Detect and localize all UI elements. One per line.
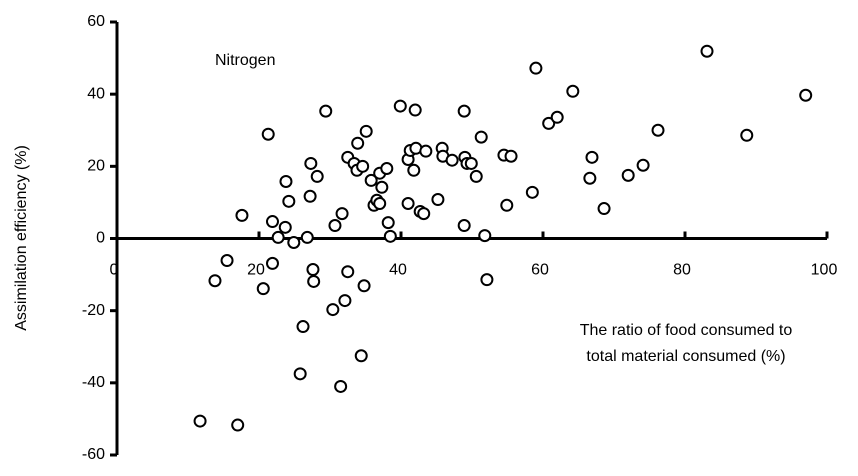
y-tick-label: 40 (87, 85, 105, 102)
point (256, 282, 270, 296)
point (326, 303, 340, 317)
point (464, 156, 478, 170)
point (480, 273, 494, 287)
point (265, 256, 279, 270)
y-tick-label: 20 (87, 158, 105, 175)
x-tick-label: 60 (531, 262, 549, 279)
point (208, 274, 222, 288)
point (504, 149, 518, 163)
y-tick-label: 0 (96, 230, 105, 247)
point (417, 207, 431, 221)
point (293, 367, 307, 381)
point (566, 84, 580, 98)
point (220, 254, 234, 268)
point (469, 169, 483, 183)
point (550, 110, 564, 124)
point (500, 198, 514, 212)
point (542, 116, 556, 130)
point (419, 144, 433, 158)
x-tick-label: 80 (673, 262, 691, 279)
y-tick-label: -40 (82, 374, 105, 391)
point (375, 180, 389, 194)
y-tick-label: -60 (82, 446, 105, 463)
point (306, 263, 320, 277)
point (478, 229, 492, 243)
point (356, 159, 370, 173)
point (364, 173, 378, 187)
point (383, 229, 397, 243)
point (282, 194, 296, 208)
point (393, 99, 407, 113)
point (445, 153, 459, 167)
point (740, 128, 754, 142)
point (287, 235, 301, 249)
point (357, 279, 371, 293)
x-tick-label: 0 (110, 262, 119, 279)
point (525, 185, 539, 199)
y-tick-label: 60 (87, 13, 105, 30)
point (300, 230, 314, 244)
point (307, 274, 321, 288)
annotation: Nitrogen (215, 52, 275, 69)
point (193, 414, 207, 428)
y-tick-label: -20 (82, 302, 105, 319)
point (431, 193, 445, 207)
point (359, 124, 373, 138)
point (373, 196, 387, 210)
point (529, 61, 543, 75)
point (474, 130, 488, 144)
point (351, 136, 365, 150)
point (621, 168, 635, 182)
x-tick-label: 40 (389, 262, 407, 279)
point (583, 171, 597, 185)
point (235, 208, 249, 222)
point (319, 104, 333, 118)
point (334, 379, 348, 393)
x-tick-label: 100 (811, 262, 838, 279)
point (408, 103, 422, 117)
point (381, 216, 395, 230)
point (335, 207, 349, 221)
point (271, 230, 285, 244)
point (261, 127, 275, 141)
point (338, 294, 352, 308)
point (328, 219, 342, 233)
x-tick-label: 20 (247, 262, 265, 279)
point (310, 169, 324, 183)
point (407, 163, 421, 177)
point (799, 88, 813, 102)
point (296, 320, 310, 334)
point (651, 123, 665, 137)
point (304, 156, 318, 170)
y-axis-label: Assimilation efficiency (%) (13, 145, 30, 331)
x-axis-label: total material consumed (%) (586, 348, 785, 365)
point (354, 349, 368, 363)
point (265, 215, 279, 229)
point (401, 196, 415, 210)
point (457, 104, 471, 118)
point (457, 219, 471, 233)
point (231, 418, 245, 432)
point (597, 202, 611, 216)
point (278, 220, 292, 234)
point (636, 158, 650, 172)
point (585, 150, 599, 164)
point (303, 189, 317, 203)
x-axis-label: The ratio of food consumed to (580, 322, 793, 339)
point (279, 174, 293, 188)
point (700, 44, 714, 58)
point (380, 161, 394, 175)
point (341, 265, 355, 279)
